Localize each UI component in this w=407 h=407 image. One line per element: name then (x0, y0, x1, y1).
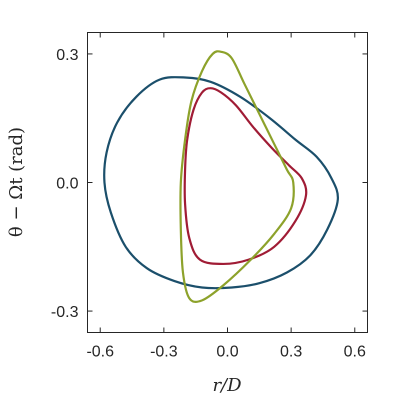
x-tick-label: 0.6 (344, 344, 366, 361)
x-axis-label: r/D (212, 375, 242, 396)
series-curve-1 (103, 76, 339, 290)
series-curves (103, 50, 339, 303)
y-tick-label: 0.0 (56, 176, 78, 193)
ticks: -0.6 -0.3 0.0 0.3 0.6 -0.3 0.0 0.3 (51, 32, 368, 361)
y-tick-label: -0.3 (51, 304, 79, 321)
series-curve-2 (183, 87, 308, 266)
y-tick-label: 0.3 (56, 47, 78, 64)
y-axis-label: θ − Ωt (rad) (6, 127, 27, 237)
x-tick-label: -0.6 (86, 344, 114, 361)
series-curve-3 (179, 50, 295, 303)
x-tick-label: 0.0 (216, 344, 238, 361)
x-tick-label: -0.3 (150, 344, 178, 361)
x-tick-label: 0.3 (280, 344, 302, 361)
